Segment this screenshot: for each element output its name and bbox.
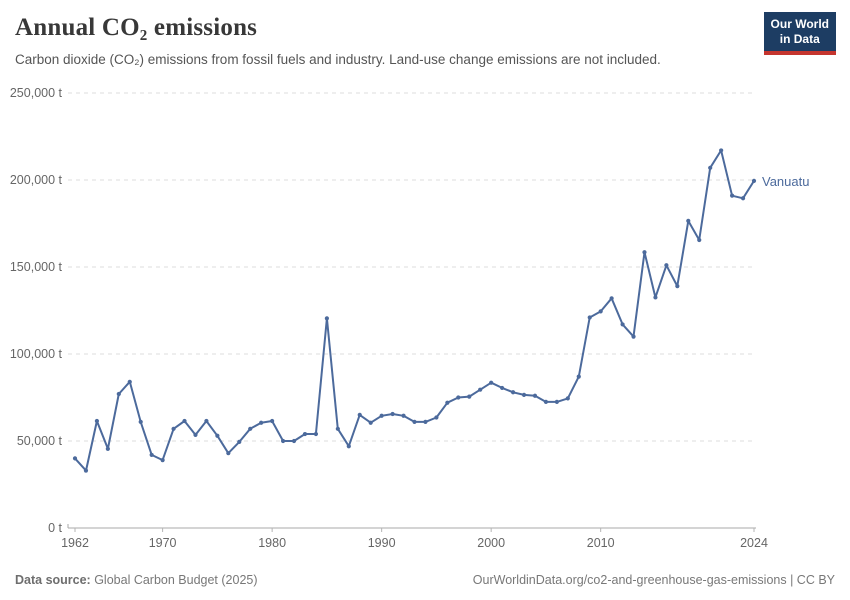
data-point[interactable] <box>445 400 450 405</box>
data-point[interactable] <box>510 390 516 395</box>
data-point[interactable] <box>740 196 746 201</box>
data-point[interactable] <box>434 415 439 420</box>
data-point[interactable] <box>193 432 198 438</box>
data-point[interactable] <box>719 148 724 153</box>
data-point[interactable] <box>390 411 395 417</box>
x-axis-label: 1962 <box>61 536 89 550</box>
x-axis-label: 1980 <box>258 536 286 550</box>
data-point[interactable] <box>226 451 231 456</box>
data-source-label: Data source: <box>15 573 91 587</box>
data-point[interactable] <box>94 418 100 424</box>
data-point[interactable] <box>521 392 527 397</box>
owid-logo[interactable]: Our World in Data <box>763 12 836 55</box>
data-point[interactable] <box>138 419 143 424</box>
data-point[interactable] <box>237 439 242 444</box>
data-point[interactable] <box>346 444 351 449</box>
data-point[interactable] <box>379 413 384 418</box>
logo-line-1: Our World <box>770 17 829 31</box>
data-point[interactable] <box>543 399 549 404</box>
data-point[interactable] <box>160 458 165 463</box>
y-axis-label: 150,000 t <box>10 260 63 274</box>
data-point[interactable] <box>587 315 592 320</box>
y-axis-label: 0 t <box>48 521 62 535</box>
logo-line-2: in Data <box>779 32 820 46</box>
data-point[interactable] <box>127 379 132 384</box>
data-point[interactable] <box>686 218 691 223</box>
data-point[interactable] <box>554 399 559 404</box>
data-point[interactable] <box>204 418 209 424</box>
data-point[interactable] <box>620 322 625 327</box>
data-source: Data source: Global Carbon Budget (2025) <box>15 573 258 587</box>
footer: Data source: Global Carbon Budget (2025)… <box>15 573 835 587</box>
y-axis-label: 200,000 t <box>10 173 63 187</box>
entity-label[interactable]: Vanuatu <box>762 173 810 189</box>
data-point[interactable] <box>291 438 297 444</box>
data-point[interactable] <box>653 295 658 300</box>
data-point[interactable] <box>412 419 417 424</box>
page-subtitle: Carbon dioxide (CO₂) emissions from foss… <box>15 52 661 67</box>
data-point[interactable] <box>105 446 110 451</box>
data-point[interactable] <box>642 250 647 255</box>
data-point[interactable] <box>171 426 176 431</box>
data-point[interactable] <box>708 165 713 170</box>
data-point[interactable] <box>182 418 187 424</box>
credit-link[interactable]: OurWorldinData.org/co2-and-greenhouse-ga… <box>472 573 835 587</box>
data-point[interactable] <box>335 426 340 431</box>
data-point[interactable] <box>302 431 308 437</box>
data-point[interactable] <box>478 387 483 392</box>
x-axis-label: 1990 <box>368 536 396 550</box>
data-point[interactable] <box>83 468 89 473</box>
data-point[interactable] <box>664 263 669 268</box>
data-point[interactable] <box>500 385 505 391</box>
data-point[interactable] <box>751 178 757 183</box>
data-point[interactable] <box>149 452 154 458</box>
data-source-value: Global Carbon Budget (2025) <box>90 573 258 587</box>
data-point[interactable] <box>489 380 494 385</box>
page-title: Annual CO₂ emissions <box>15 14 258 41</box>
data-point[interactable] <box>270 418 275 424</box>
y-axis-label: 250,000 t <box>10 86 63 100</box>
data-point[interactable] <box>324 316 329 321</box>
data-point[interactable] <box>467 394 472 399</box>
x-axis-label: 2000 <box>477 536 505 550</box>
data-point[interactable] <box>248 426 253 431</box>
data-point[interactable] <box>565 396 570 401</box>
data-point[interactable] <box>357 412 362 417</box>
data-point[interactable] <box>401 413 406 418</box>
header: Annual CO₂ emissions Carbon dioxide (CO₂… <box>15 14 750 67</box>
x-axis-label: 2010 <box>587 536 615 550</box>
data-point[interactable] <box>72 456 78 461</box>
x-axis-label: 1970 <box>149 536 177 550</box>
y-axis-label: 100,000 t <box>10 347 63 361</box>
x-axis-label: 2024 <box>740 536 768 550</box>
data-point[interactable] <box>729 193 735 198</box>
data-point[interactable] <box>576 374 581 379</box>
data-point[interactable] <box>280 438 286 444</box>
data-point[interactable] <box>598 309 603 314</box>
data-point[interactable] <box>631 334 636 339</box>
data-point[interactable] <box>423 419 428 424</box>
data-point[interactable] <box>532 393 538 398</box>
y-axis-label: 50,000 t <box>17 434 63 448</box>
data-point[interactable] <box>456 395 461 400</box>
data-point[interactable] <box>675 284 680 289</box>
data-point[interactable] <box>368 420 373 425</box>
data-point[interactable] <box>313 431 319 437</box>
data-point[interactable] <box>697 237 702 243</box>
data-point[interactable] <box>215 433 220 438</box>
data-point[interactable] <box>116 391 121 397</box>
data-point[interactable] <box>259 420 264 425</box>
data-point[interactable] <box>609 296 614 301</box>
